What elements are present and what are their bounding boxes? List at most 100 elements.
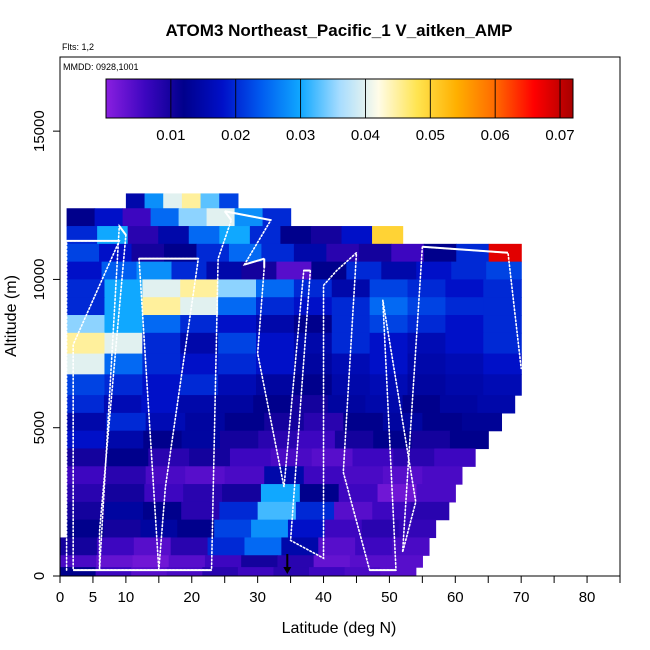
heatmap-cell — [391, 243, 425, 263]
heatmap-cell — [166, 567, 203, 576]
flight-track-level-leg — [244, 257, 265, 266]
plot-frame — [59, 56, 621, 577]
heatmap-cell — [352, 448, 394, 467]
chart-title: ATOM3 Northeast_Pacific_1 V_aitken_AMP — [165, 21, 512, 40]
heatmap-cell — [177, 519, 215, 539]
heatmap-cell — [204, 555, 242, 568]
heatmap-cell — [313, 555, 351, 568]
heatmap-cell — [66, 353, 106, 375]
heatmap-cell — [445, 353, 484, 375]
heatmap-cell — [361, 519, 400, 539]
heatmap-cell — [445, 332, 484, 355]
x-tick-label: 20 — [183, 589, 200, 606]
heatmap-cell — [326, 243, 360, 263]
heatmap-cell — [382, 466, 423, 485]
heatmap-cell — [218, 279, 257, 298]
heatmap-cell — [180, 353, 219, 375]
heatmap-cell — [206, 261, 243, 281]
y-axis: 0 5000 10000 15000 — [31, 110, 60, 580]
y-axis-label: Altitude (m) — [3, 275, 20, 357]
heatmap-cell — [97, 226, 129, 245]
heatmap-cell — [331, 353, 371, 375]
heatmap-cell — [66, 395, 105, 414]
heatmap-cell — [60, 537, 98, 556]
heatmap-cell — [171, 261, 208, 281]
heatmap-cell — [218, 332, 257, 355]
heatmap-cell — [214, 519, 252, 539]
heatmap-cell — [142, 315, 181, 334]
heatmap-cell — [219, 430, 259, 450]
colorbar-tick-label: 0.02 — [221, 127, 250, 144]
heatmap-cell — [264, 466, 305, 485]
heatmap-cell — [293, 243, 327, 263]
heatmap-cell — [331, 374, 371, 396]
heatmap-cell — [222, 484, 262, 503]
heatmap-cell — [386, 555, 423, 568]
x-tick-label: 40 — [315, 589, 332, 606]
colorbar-tick-label: 0.03 — [286, 127, 315, 144]
heatmap-cell — [142, 297, 181, 316]
heatmap-cell — [407, 374, 447, 396]
colorbar-tick-label: 0.05 — [416, 127, 445, 144]
heatmap-cell — [295, 501, 335, 521]
heatmap-cell — [422, 466, 463, 485]
colorbar-ticks: 0.01 0.02 0.03 0.04 0.05 0.06 0.07 — [156, 79, 575, 144]
heatmap-cell — [486, 261, 522, 281]
heatmap-cell — [66, 243, 100, 263]
heatmap-cell — [219, 501, 259, 521]
x-tick-label: 0 — [56, 589, 64, 606]
x-tick-label: 60 — [447, 589, 464, 606]
heatmap-cell — [180, 297, 219, 316]
heatmap-cell — [434, 448, 476, 467]
heatmap-cell — [380, 567, 417, 576]
heatmap-cell — [293, 297, 333, 316]
x-tick-label: 70 — [513, 589, 530, 606]
heatmap-cell — [107, 448, 149, 467]
heatmap-cell — [158, 226, 190, 245]
heatmap-cell — [103, 395, 142, 414]
heatmap-cell — [293, 332, 333, 355]
heatmap-cell — [224, 412, 265, 432]
heatmap-cell — [106, 412, 147, 432]
heatmap-cell — [483, 374, 522, 396]
heatmap-cell — [228, 243, 263, 263]
heatmap-cell — [407, 353, 447, 375]
heatmap-cell — [66, 466, 107, 485]
heatmap-cell — [280, 226, 312, 245]
x-tick-label: 5 — [89, 589, 97, 606]
heatmap-cell — [66, 297, 106, 316]
heatmap-cell — [392, 537, 430, 556]
heatmap-cell — [309, 567, 346, 576]
heatmap-cell — [143, 501, 182, 521]
heatmap-cell — [143, 430, 183, 450]
y-tick-label: 0 — [31, 572, 48, 580]
heatmap-cell — [407, 297, 447, 316]
heatmap-cell — [483, 332, 522, 355]
heatmap-cell — [264, 412, 305, 432]
heatmap-cell — [94, 208, 124, 227]
heatmap-cell — [343, 466, 384, 485]
heatmap-cell — [181, 501, 221, 521]
heatmap-cell — [202, 567, 239, 576]
heatmap-cell — [346, 261, 382, 281]
heatmap-cell — [483, 279, 522, 298]
x-axis-label: Latitude (deg N) — [282, 620, 397, 637]
heatmap-cell — [341, 226, 373, 245]
heatmap-cell — [141, 395, 180, 414]
heatmap-cell — [445, 279, 484, 298]
heatmap-cell — [181, 430, 221, 450]
heatmap-cell — [293, 374, 333, 396]
heatmap-cell — [66, 261, 103, 281]
heatmap-cell — [142, 332, 181, 355]
heatmap-cell — [410, 501, 450, 521]
heatmap-cell — [145, 412, 186, 432]
heatmap-cell — [293, 353, 333, 375]
heatmap-cell — [483, 353, 522, 375]
heatmap-cell — [273, 567, 310, 576]
heatmap-cell — [256, 353, 295, 375]
x-axis: 0 5 10 20 30 40 50 60 70 80 — [56, 576, 621, 606]
heatmap-cell — [293, 279, 333, 298]
colorbar-tick-label: 0.07 — [545, 127, 574, 144]
heatmap-cell — [445, 374, 484, 396]
heatmap-cell — [258, 430, 298, 450]
